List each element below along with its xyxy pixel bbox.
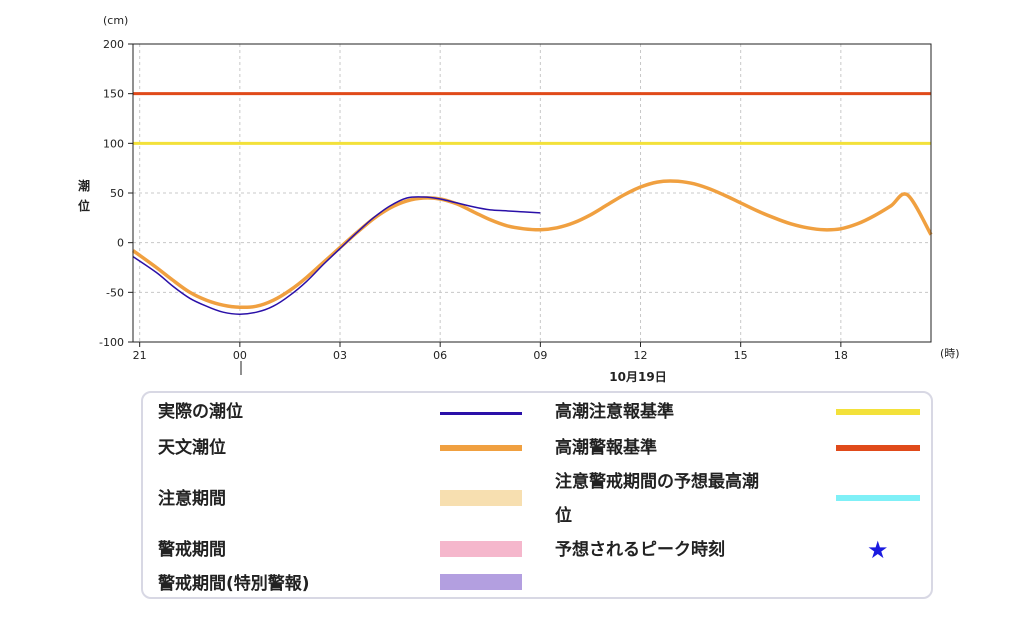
legend-label-predicted-max-line2: 位 — [555, 506, 572, 526]
x-tick-label: 03 — [333, 349, 347, 362]
x-tick-label: 21 — [133, 349, 147, 362]
legend-label-peak-time: 予想されるピーク時刻 — [555, 540, 725, 560]
y-tick-label: 50 — [110, 187, 124, 200]
legend-swatch-caution-period — [440, 490, 522, 506]
legend-label-astronomical: 天文潮位 — [158, 438, 226, 458]
legend-swatch-astronomical — [440, 445, 522, 451]
y-tick-label: 0 — [117, 237, 124, 250]
y-tick-label: -100 — [99, 336, 124, 349]
legend-label-warning-period: 警戒期間 — [158, 540, 226, 560]
y-ticks: -100 -50 0 50 100 150 200 — [99, 38, 133, 349]
x-tick-label: 00 — [233, 349, 247, 362]
series-astronomical-tide — [131, 179, 933, 310]
y-axis-label-char-2: 位 — [78, 198, 90, 213]
star-icon: ★ — [867, 536, 889, 564]
grid — [133, 44, 931, 342]
series-actual-tide — [132, 196, 541, 315]
x-tick-label: 12 — [634, 349, 648, 362]
legend-swatch-surge-advisory — [836, 409, 920, 415]
legend-label-actual: 実際の潮位 — [158, 402, 243, 422]
y-unit-label: (cm) — [103, 14, 128, 27]
legend-swatch-predicted-max — [836, 495, 920, 501]
legend-label-special-warning-period: 警戒期間(特別警報) — [158, 574, 310, 594]
legend-swatch-actual — [440, 412, 522, 415]
x-tick-label: 06 — [433, 349, 447, 362]
threshold-lines — [133, 92, 931, 145]
date-label: 10月19日 — [609, 370, 666, 384]
y-tick-label: 150 — [103, 88, 124, 101]
x-unit-label: (時) — [940, 347, 960, 360]
series-lines — [131, 179, 933, 315]
tide-chart: -100 -50 0 50 100 150 200 21 00 03 06 09 12 15 18 (cm… — [78, 14, 960, 384]
y-tick-label: 200 — [103, 38, 124, 51]
legend-label-surge-warning: 高潮警報基準 — [555, 438, 657, 458]
legend-label-caution-period: 注意期間 — [158, 489, 226, 509]
legend-swatch-surge-warning — [836, 445, 920, 451]
x-tick-label: 15 — [734, 349, 748, 362]
y-tick-label: 100 — [103, 137, 124, 150]
y-axis-label-char-1: 潮 — [78, 178, 90, 193]
legend-swatch-special-warning-period — [440, 574, 522, 590]
x-ticks: 21 00 03 06 09 12 15 18 — [133, 342, 848, 362]
legend-swatch-warning-period — [440, 541, 522, 557]
legend: 実際の潮位 天文潮位 注意期間 警戒期間 警戒期間(特別警報) 高潮注意報基準 … — [141, 391, 933, 599]
legend-label-predicted-max-line1: 注意警戒期間の予想最高潮 — [555, 472, 759, 492]
x-tick-label: 09 — [533, 349, 547, 362]
x-tick-label: 18 — [834, 349, 848, 362]
y-tick-label: -50 — [106, 286, 124, 299]
legend-label-surge-advisory: 高潮注意報基準 — [555, 402, 674, 422]
